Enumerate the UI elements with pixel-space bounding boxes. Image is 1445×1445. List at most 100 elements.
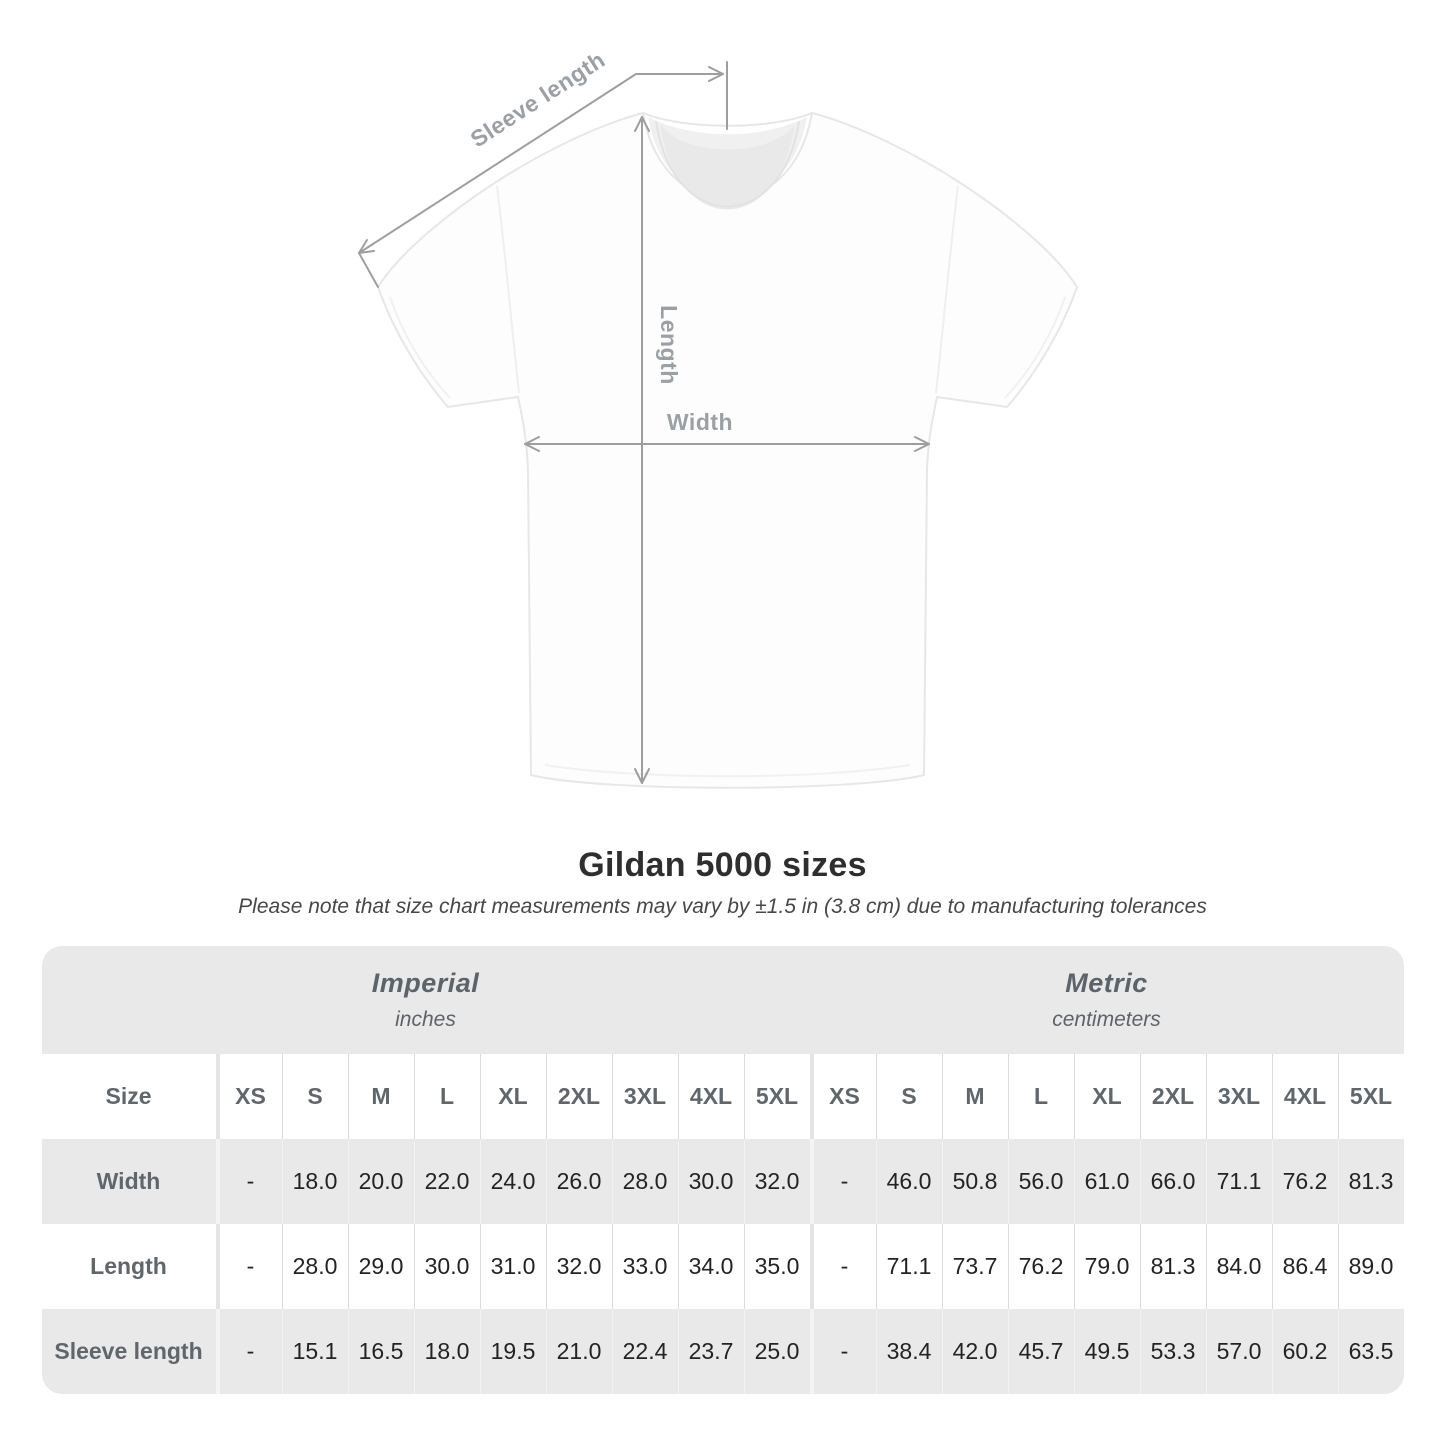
cell: 61.0: [1073, 1139, 1140, 1224]
col-header-imperial-4xl: 4XL: [677, 1054, 744, 1139]
col-header-imperial-5xl: 5XL: [743, 1054, 810, 1139]
row-label-width: Width: [41, 1139, 216, 1224]
col-header-metric-2xl: 2XL: [1139, 1054, 1206, 1139]
size-column-header: Size: [41, 1054, 216, 1139]
hem-seam: [544, 764, 911, 778]
col-header-imperial-xs: XS: [215, 1054, 282, 1139]
cell: 73.7: [941, 1224, 1008, 1309]
imperial-group-label: Imperial: [371, 968, 480, 998]
tshirt-measurement-diagram: Sleeve length Length Width: [357, 46, 1079, 789]
left-cuff-seam: [389, 296, 451, 399]
length-label: Length: [656, 305, 682, 385]
cell: 22.0: [413, 1139, 480, 1224]
cell: -: [809, 1139, 876, 1224]
tshirt-body: [376, 111, 1079, 789]
cell: 22.4: [611, 1309, 678, 1394]
cell: 26.0: [545, 1139, 612, 1224]
cell: 42.0: [941, 1309, 1008, 1394]
cell: 46.0: [875, 1139, 942, 1224]
cell: -: [215, 1139, 282, 1224]
cell: 30.0: [677, 1139, 744, 1224]
width-arrowhead-left: [524, 436, 540, 452]
cell: 21.0: [545, 1309, 612, 1394]
metric-group-header: Metric centimeters: [809, 946, 1404, 1054]
cell: 32.0: [545, 1224, 612, 1309]
cell: 57.0: [1205, 1309, 1272, 1394]
cell: 15.1: [281, 1309, 348, 1394]
sleeve-length-arrowhead-end: [708, 66, 724, 82]
width-arrowhead-right: [914, 436, 930, 452]
cell: 89.0: [1337, 1224, 1404, 1309]
sleeve-length-arrowhead-start: [358, 239, 375, 254]
cell: 84.0: [1205, 1224, 1272, 1309]
cell: 28.0: [281, 1224, 348, 1309]
cell: 38.4: [875, 1309, 942, 1394]
col-header-metric-l: L: [1007, 1054, 1074, 1139]
cell: -: [809, 1224, 876, 1309]
col-header-metric-4xl: 4XL: [1271, 1054, 1338, 1139]
size-chart-table: Imperial inches Metric centimeters Size …: [41, 946, 1404, 1394]
cell: 53.3: [1139, 1309, 1206, 1394]
cell: -: [215, 1224, 282, 1309]
size-header-row: Size XS S M L XL 2XL 3XL 4XL 5XL XS S M …: [41, 1054, 1404, 1139]
tshirt-illustration: [376, 111, 1079, 789]
right-cuff-seam: [1004, 296, 1066, 399]
metric-group-label: Metric: [1065, 968, 1148, 998]
length-arrowhead-top: [634, 116, 650, 132]
cell: 28.0: [611, 1139, 678, 1224]
cell: 86.4: [1271, 1224, 1338, 1309]
col-header-metric-5xl: 5XL: [1337, 1054, 1404, 1139]
cell: 49.5: [1073, 1309, 1140, 1394]
cell: 32.0: [743, 1139, 810, 1224]
cell: 71.1: [875, 1224, 942, 1309]
col-header-imperial-m: M: [347, 1054, 414, 1139]
cell: 19.5: [479, 1309, 546, 1394]
cell: 23.7: [677, 1309, 744, 1394]
cell: -: [215, 1309, 282, 1394]
cell: 34.0: [677, 1224, 744, 1309]
cell: 16.5: [347, 1309, 414, 1394]
cell: 18.0: [413, 1309, 480, 1394]
cell: 79.0: [1073, 1224, 1140, 1309]
measurement-arrows: [357, 61, 930, 784]
col-header-metric-3xl: 3XL: [1205, 1054, 1272, 1139]
cell: 45.7: [1007, 1309, 1074, 1394]
table-row-length: Length - 28.0 29.0 30.0 31.0 32.0 33.0 3…: [41, 1224, 1404, 1309]
cell: 24.0: [479, 1139, 546, 1224]
col-header-imperial-3xl: 3XL: [611, 1054, 678, 1139]
cell: 25.0: [743, 1309, 810, 1394]
right-armhole-seam: [935, 185, 959, 394]
metric-group-unit: centimeters: [1052, 1008, 1161, 1031]
cell: 76.2: [1007, 1224, 1074, 1309]
cell: -: [809, 1309, 876, 1394]
cell: 63.5: [1337, 1309, 1404, 1394]
cell: 35.0: [743, 1224, 810, 1309]
col-header-metric-m: M: [941, 1054, 1008, 1139]
left-armhole-seam: [496, 185, 520, 394]
col-header-imperial-l: L: [413, 1054, 480, 1139]
cell: 81.3: [1337, 1139, 1404, 1224]
col-header-metric-s: S: [875, 1054, 942, 1139]
cell: 66.0: [1139, 1139, 1206, 1224]
cell: 56.0: [1007, 1139, 1074, 1224]
cell: 20.0: [347, 1139, 414, 1224]
collar-ribbing: [655, 120, 800, 208]
col-header-imperial-s: S: [281, 1054, 348, 1139]
cell: 18.0: [281, 1139, 348, 1224]
cell: 76.2: [1271, 1139, 1338, 1224]
cell: 29.0: [347, 1224, 414, 1309]
col-header-metric-xs: XS: [809, 1054, 876, 1139]
unit-group-row: Imperial inches Metric centimeters: [41, 946, 1404, 1054]
length-arrowhead-bottom: [634, 768, 650, 784]
imperial-group-header: Imperial inches: [41, 946, 810, 1054]
cell: 31.0: [479, 1224, 546, 1309]
cell: 33.0: [611, 1224, 678, 1309]
cell: 30.0: [413, 1224, 480, 1309]
table-row-width: Width - 18.0 20.0 22.0 24.0 26.0 28.0 30…: [41, 1139, 1404, 1224]
imperial-group-unit: inches: [395, 1008, 456, 1031]
cell: 60.2: [1271, 1309, 1338, 1394]
col-header-metric-xl: XL: [1073, 1054, 1140, 1139]
width-label: Width: [667, 409, 733, 435]
cell: 71.1: [1205, 1139, 1272, 1224]
page-title: Gildan 5000 sizes: [578, 846, 867, 884]
